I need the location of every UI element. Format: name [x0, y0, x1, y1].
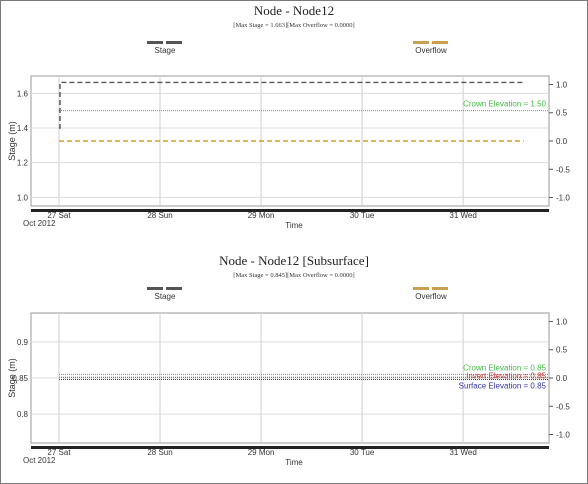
chart2-ref-label-3: Surface Elevation = 0.85 — [459, 381, 547, 390]
chart2-y2-tick-5: -1.0 — [556, 431, 570, 440]
chart1-x-axis-bar — [31, 209, 549, 212]
chart1-x-tick-1: 27 Sat — [47, 211, 71, 220]
chart1-legend-swatch-1 — [147, 41, 163, 44]
chart1-x-tick-5: 31 Wed — [449, 211, 476, 220]
chart2-x-tick-2: 28 Sun — [147, 448, 172, 457]
chart2-legend-swatch-1 — [147, 287, 163, 290]
chart2-y2-tick-1: 1.0 — [556, 317, 568, 326]
chart1-series-1 — [59, 81, 524, 129]
chart1-x-origin-label: Oct 2012 — [23, 219, 56, 228]
chart2-legend-label-2: Overflow — [415, 292, 447, 301]
chart2-x-tick-5: 31 Wed — [449, 448, 476, 457]
chart2-ref-label-2: Invert Elevation = 0.85 — [466, 371, 546, 380]
chart2-y-label: Stage (m) — [7, 358, 17, 398]
chart2-y-tick-3: 0.9 — [17, 338, 29, 347]
chart1-y2-tick-2: 0.5 — [556, 109, 568, 118]
chart1-legend-swatch-2 — [413, 41, 429, 44]
chart1-ref-label-1: Crown Elevation = 1.50 — [463, 100, 546, 109]
chart1-x-tick-3: 29 Mon — [248, 211, 275, 220]
chart2-y2-tick-2: 0.5 — [556, 346, 568, 355]
chart2-legend-swatch-2 — [413, 287, 429, 290]
chart1-subtitle: [Max Stage = 1.663][Max Overflow = 0.000… — [233, 22, 354, 29]
chart1-y2-tick-3: 0.0 — [556, 137, 568, 146]
chart2-y2-tick-3: 0.0 — [556, 374, 568, 383]
chart2-title: Node - Node12 [Subsurface] — [219, 253, 369, 268]
chart1-y-tick-2: 1.2 — [17, 159, 29, 168]
chart1-x-tick-4: 30 Tue — [350, 211, 375, 220]
chart1-y2-tick-1: 1.0 — [556, 80, 568, 89]
chart1-y-tick-1: 1.0 — [17, 193, 29, 202]
chart2-x-origin-label: Oct 2012 — [23, 456, 56, 465]
chart2-legend-label-1: Stage — [155, 292, 176, 301]
chart2-x-label: Time — [285, 458, 303, 467]
chart1-legend-label-1: Stage — [155, 46, 176, 55]
chart1-title: Node - Node12 — [254, 3, 334, 18]
chart2-subtitle: [Max Stage = 0.845][Max Overflow = 0.000… — [233, 272, 354, 279]
chart2-x-axis-bar — [31, 446, 549, 449]
chart2-legend-swatch-2b — [432, 287, 448, 290]
chart1-y-tick-3: 1.4 — [17, 124, 29, 133]
chart2-x-tick-3: 29 Mon — [248, 448, 275, 457]
chart1-legend-swatch-2b — [432, 41, 448, 44]
chart1-legend-swatch-1b — [166, 41, 182, 44]
chart1-y2-tick-4: -0.5 — [556, 165, 570, 174]
chart1-legend-label-2: Overflow — [415, 46, 447, 55]
chart2-y-tick-1: 0.8 — [17, 410, 29, 419]
chart1-y-tick-4: 1.6 — [17, 89, 29, 98]
chart2-legend-swatch-1b — [166, 287, 182, 290]
chart2-ref-label-1: Crown Elevation = 0.85 — [463, 363, 546, 372]
chart1-y2-tick-5: -1.0 — [556, 194, 570, 203]
chart1-y-label: Stage (m) — [7, 121, 17, 161]
chart2-x-tick-1: 27 Sat — [47, 448, 71, 457]
chart2-y2-tick-4: -0.5 — [556, 402, 570, 411]
chart2-x-tick-4: 30 Tue — [350, 448, 375, 457]
chart1-x-tick-2: 28 Sun — [147, 211, 172, 220]
chart2-y-tick-2: 0.85 — [12, 374, 28, 383]
chart1-x-label: Time — [285, 221, 303, 230]
